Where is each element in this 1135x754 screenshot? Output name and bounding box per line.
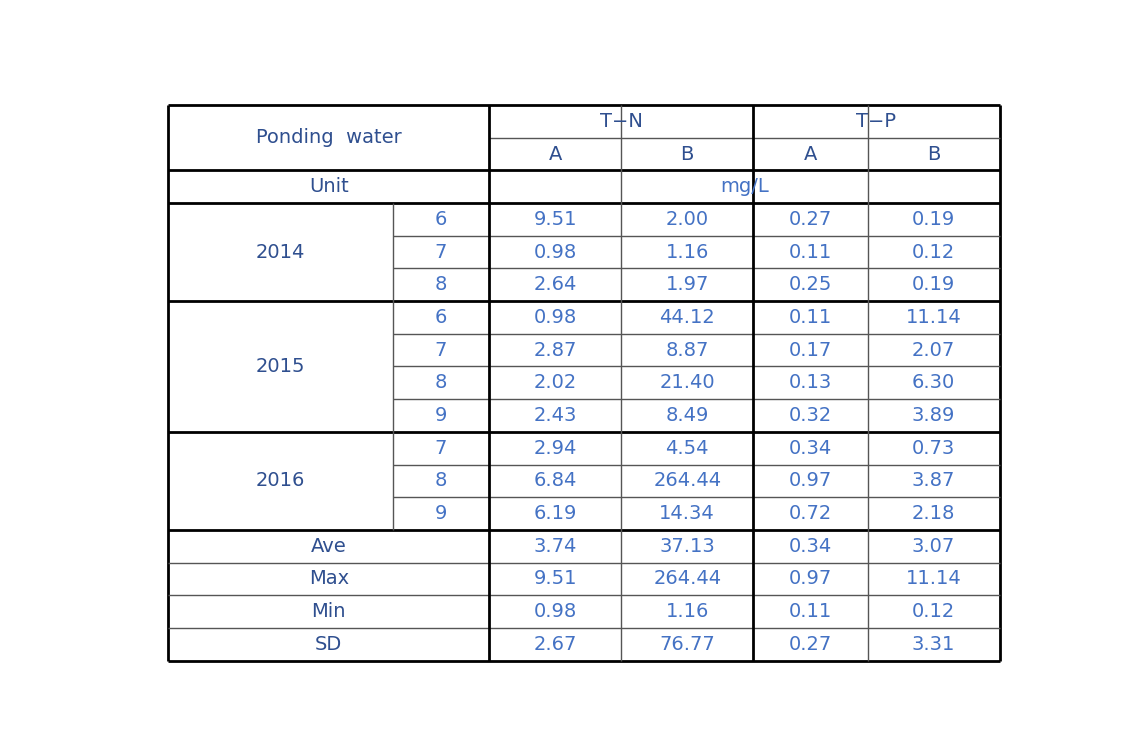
Text: Ponding  water: Ponding water (255, 128, 402, 147)
Text: 0.19: 0.19 (911, 275, 956, 294)
Text: 0.12: 0.12 (911, 602, 956, 621)
Text: 0.11: 0.11 (789, 243, 832, 262)
Text: T−P: T−P (857, 112, 897, 131)
Text: SD: SD (316, 635, 343, 654)
Text: 6: 6 (435, 308, 447, 327)
Text: 2.02: 2.02 (533, 373, 577, 392)
Text: 2014: 2014 (255, 243, 305, 262)
Text: 0.72: 0.72 (789, 504, 832, 523)
Text: 0.11: 0.11 (789, 602, 832, 621)
Text: mg/L: mg/L (720, 177, 768, 196)
Text: 0.25: 0.25 (789, 275, 832, 294)
Text: A: A (548, 145, 562, 164)
Text: T−N: T−N (599, 112, 642, 131)
Text: 0.19: 0.19 (911, 210, 956, 229)
Text: 2016: 2016 (255, 471, 305, 490)
Text: Ave: Ave (311, 537, 346, 556)
Text: 2015: 2015 (255, 357, 305, 376)
Text: 3.74: 3.74 (533, 537, 577, 556)
Text: 1.16: 1.16 (665, 243, 709, 262)
Text: 0.34: 0.34 (789, 439, 832, 458)
Text: 6: 6 (435, 210, 447, 229)
Text: 2.67: 2.67 (533, 635, 577, 654)
Text: 21.40: 21.40 (659, 373, 715, 392)
Text: 6.19: 6.19 (533, 504, 577, 523)
Text: 0.27: 0.27 (789, 635, 832, 654)
Text: 0.13: 0.13 (789, 373, 832, 392)
Text: A: A (804, 145, 817, 164)
Text: 8: 8 (435, 471, 447, 490)
Text: 11.14: 11.14 (906, 308, 961, 327)
Text: 0.98: 0.98 (533, 602, 577, 621)
Text: 4.54: 4.54 (665, 439, 709, 458)
Text: 264.44: 264.44 (653, 471, 722, 490)
Text: 14.34: 14.34 (659, 504, 715, 523)
Text: 0.98: 0.98 (533, 308, 577, 327)
Text: Max: Max (309, 569, 348, 588)
Text: 8.87: 8.87 (665, 341, 709, 360)
Text: 0.98: 0.98 (533, 243, 577, 262)
Text: 3.87: 3.87 (911, 471, 956, 490)
Text: 3.89: 3.89 (911, 406, 956, 425)
Text: 44.12: 44.12 (659, 308, 715, 327)
Text: B: B (927, 145, 940, 164)
Text: 8: 8 (435, 275, 447, 294)
Text: 0.97: 0.97 (789, 471, 832, 490)
Text: 3.07: 3.07 (911, 537, 956, 556)
Text: 2.18: 2.18 (911, 504, 956, 523)
Text: 7: 7 (435, 341, 447, 360)
Text: 9: 9 (435, 504, 447, 523)
Text: 0.17: 0.17 (789, 341, 832, 360)
Text: 2.43: 2.43 (533, 406, 577, 425)
Text: B: B (681, 145, 693, 164)
Text: 7: 7 (435, 439, 447, 458)
Text: Unit: Unit (309, 177, 348, 196)
Text: 0.27: 0.27 (789, 210, 832, 229)
Text: 0.32: 0.32 (789, 406, 832, 425)
Text: 1.16: 1.16 (665, 602, 709, 621)
Text: 2.00: 2.00 (666, 210, 708, 229)
Text: 0.11: 0.11 (789, 308, 832, 327)
Text: 2.87: 2.87 (533, 341, 577, 360)
Text: 2.07: 2.07 (911, 341, 956, 360)
Text: Min: Min (311, 602, 346, 621)
Text: 37.13: 37.13 (659, 537, 715, 556)
Text: 8: 8 (435, 373, 447, 392)
Text: 9: 9 (435, 406, 447, 425)
Text: 11.14: 11.14 (906, 569, 961, 588)
Text: 0.97: 0.97 (789, 569, 832, 588)
Text: 0.12: 0.12 (911, 243, 956, 262)
Text: 264.44: 264.44 (653, 569, 722, 588)
Text: 2.64: 2.64 (533, 275, 577, 294)
Text: 3.31: 3.31 (911, 635, 956, 654)
Text: 0.34: 0.34 (789, 537, 832, 556)
Text: 6.84: 6.84 (533, 471, 577, 490)
Text: 9.51: 9.51 (533, 210, 577, 229)
Text: 7: 7 (435, 243, 447, 262)
Text: 76.77: 76.77 (659, 635, 715, 654)
Text: 1.97: 1.97 (665, 275, 709, 294)
Text: 9.51: 9.51 (533, 569, 577, 588)
Text: 0.73: 0.73 (911, 439, 956, 458)
Text: 2.94: 2.94 (533, 439, 577, 458)
Text: 8.49: 8.49 (665, 406, 709, 425)
Text: 6.30: 6.30 (911, 373, 956, 392)
